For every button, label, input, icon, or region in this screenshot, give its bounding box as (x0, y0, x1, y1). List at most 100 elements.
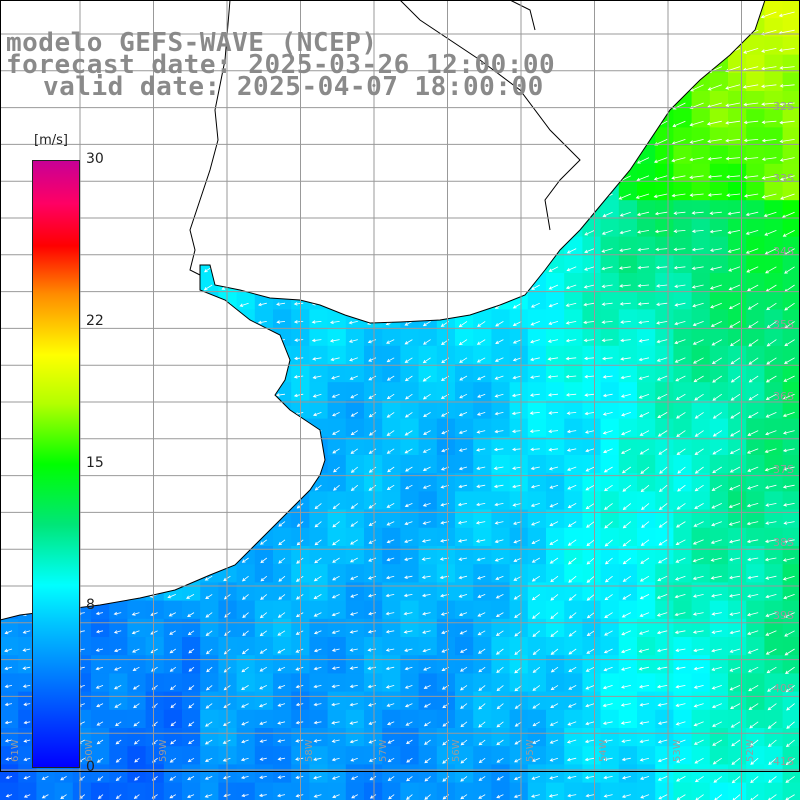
wind-cell (400, 345, 420, 365)
wind-cell (673, 291, 693, 310)
wind-cell (600, 418, 620, 438)
wind-cell (273, 728, 292, 747)
wind-cell (546, 582, 565, 602)
wind-cell (728, 418, 747, 438)
wind-cell (327, 327, 347, 347)
wind-cell (709, 673, 729, 693)
wind-cell (655, 418, 674, 438)
wind-cell (0, 746, 19, 765)
wind-cell (364, 382, 383, 401)
wind-cell (527, 564, 547, 583)
wind-cell (782, 709, 800, 729)
wind-cell (455, 327, 474, 347)
wind-cell (418, 400, 438, 420)
wind-cell (691, 364, 711, 383)
wind-cell (236, 764, 256, 784)
wind-cell (327, 746, 347, 765)
wind-cell (637, 163, 656, 183)
wind-cell (564, 491, 583, 511)
wind-cell (691, 382, 711, 401)
wind-cell (382, 400, 401, 420)
wind-cell (764, 527, 784, 547)
wind-cell (345, 691, 365, 711)
wind-cell (364, 691, 383, 711)
wind-cell (655, 236, 674, 256)
wind-cell (327, 382, 347, 401)
wind-cell (418, 491, 438, 511)
wind-cell (564, 600, 583, 620)
wind-cell (0, 764, 19, 784)
wind-cell (746, 436, 765, 456)
wind-cell (582, 218, 602, 238)
wind-cell (655, 618, 674, 638)
wind-cell (473, 746, 492, 765)
wind-cell (527, 491, 547, 511)
wind-cell (582, 345, 602, 365)
wind-cell (400, 728, 420, 747)
wind-cell (418, 436, 438, 456)
wind-cell (637, 764, 656, 784)
wind-cell (436, 364, 456, 383)
wind-cell (509, 600, 529, 620)
wind-cell (491, 582, 511, 602)
wind-cell (218, 728, 238, 747)
wind-cell (746, 273, 765, 292)
wind-cell (564, 673, 583, 693)
wind-cell (345, 782, 365, 800)
wind-cell (382, 345, 401, 365)
wind-cell (618, 782, 638, 800)
lon-label: 55W (525, 739, 536, 762)
wind-cell (436, 564, 456, 583)
wind-cell (218, 709, 238, 729)
wind-cell (728, 127, 747, 147)
wind-cell (163, 637, 183, 656)
wind-cell (582, 709, 602, 729)
wind-cell (182, 709, 201, 729)
wind-cell (200, 637, 219, 656)
wind-cell (764, 236, 784, 256)
wind-cell (582, 254, 602, 274)
wind-cell (691, 655, 711, 674)
wind-cell (527, 637, 547, 656)
wind-cell (600, 509, 620, 529)
wind-cell (236, 564, 256, 583)
wind-cell (491, 364, 511, 383)
wind-cell (564, 582, 583, 602)
wind-cell (309, 637, 329, 656)
wind-cell (455, 491, 474, 511)
wind-cell (473, 491, 492, 511)
wind-cell (655, 455, 674, 474)
wind-cell (382, 509, 401, 529)
wind-cell (673, 327, 693, 347)
wind-cell (691, 127, 711, 147)
wind-cell (491, 746, 511, 765)
wind-cell (746, 145, 765, 165)
wind-cell (709, 254, 729, 274)
wind-cell (400, 327, 420, 347)
wind-cell (309, 491, 329, 511)
wind-cell (436, 491, 456, 511)
wind-cell (418, 364, 438, 383)
wind-cell (709, 600, 729, 620)
wind-cell (600, 491, 620, 511)
wind-cell (254, 600, 274, 620)
lon-label: 58W (304, 739, 315, 762)
wind-cell (709, 218, 729, 238)
wind-cell (691, 618, 711, 638)
wind-cell (309, 655, 329, 674)
wind-cell (145, 637, 165, 656)
wind-cell (564, 327, 583, 347)
wind-cell (600, 764, 620, 784)
wind-cell (618, 637, 638, 656)
wind-cell (491, 418, 511, 438)
wind-cell (655, 473, 674, 492)
wind-cell (145, 618, 165, 638)
wind-cell (309, 746, 329, 765)
wind-cell (218, 582, 238, 602)
wind-cell (382, 527, 401, 547)
wind-cell (236, 618, 256, 638)
wind-cell (145, 673, 165, 693)
wind-cell (273, 782, 292, 800)
wind-cell (655, 145, 674, 165)
wind-cell (637, 527, 656, 547)
